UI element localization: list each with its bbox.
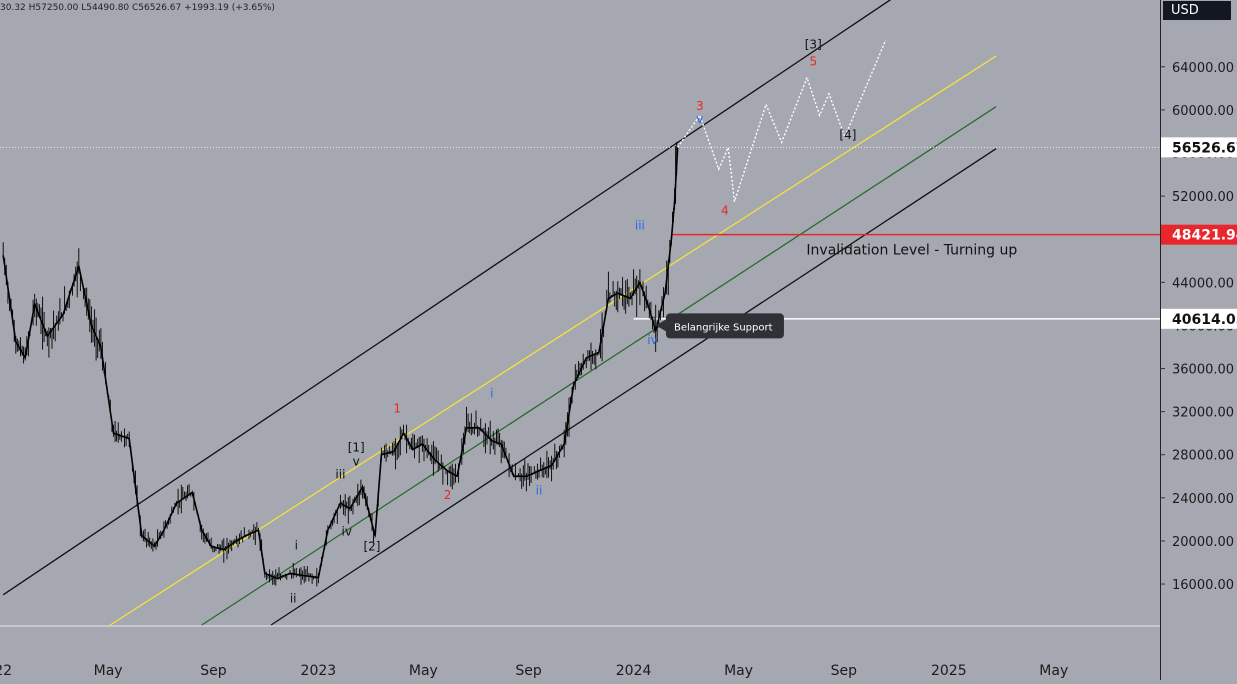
- y-tick-label-2: 24000.00: [1172, 492, 1234, 507]
- x-tick-label-4: May: [409, 663, 438, 679]
- callout-pointer: [655, 319, 666, 332]
- wave-label-7: 1: [393, 402, 401, 416]
- y-tick-label-5: 36000.00: [1172, 363, 1234, 378]
- wave-label-1: ii: [290, 591, 297, 605]
- y-tick-label-3: 28000.00: [1172, 449, 1234, 464]
- x-tick-label-9: 2025: [931, 663, 967, 679]
- x-tick-label-5: Sep: [515, 663, 542, 679]
- y-tick-label-1: 20000.00: [1172, 535, 1234, 550]
- wave-label-16: [3]: [805, 37, 822, 51]
- wave-label-8: 2: [444, 488, 452, 502]
- x-tick-label-6: 2024: [616, 663, 652, 679]
- wave-label-0: i: [295, 539, 298, 553]
- wave-label-15: 4: [721, 203, 729, 217]
- wave-label-18: [4]: [839, 128, 856, 142]
- y-tick-label-0: 16000.00: [1172, 578, 1234, 593]
- wave-label-5: [1]: [348, 441, 365, 455]
- ohlc-header: 30.32 H57250.00 L54490.80 C56526.67 +199…: [0, 3, 275, 13]
- x-tick-label-8: Sep: [831, 663, 858, 679]
- y-tick-label-11: 60000.00: [1172, 104, 1234, 119]
- wave-label-4: v: [353, 455, 360, 469]
- x-tick-label-10: May: [1039, 663, 1068, 679]
- price-tag-current-price: 56526.67: [1172, 140, 1237, 156]
- callout-text: Belangrijke Support: [674, 322, 773, 333]
- y-tick-label-4: 32000.00: [1172, 406, 1234, 421]
- wave-label-11: iii: [635, 219, 645, 233]
- channel-line-green[interactable]: [201, 106, 997, 626]
- channel-line-upper-black[interactable]: [2, 0, 996, 596]
- currency-button[interactable]: USD: [1163, 1, 1231, 20]
- price-wicks: [2, 141, 678, 587]
- x-tick-label-2: Sep: [200, 663, 227, 679]
- wave-label-12: iv: [647, 333, 657, 347]
- channel-line-yellow[interactable]: [109, 55, 997, 626]
- channel-line-lower-black[interactable]: [270, 148, 997, 626]
- y-tick-label-12: 64000.00: [1172, 61, 1234, 76]
- wave-label-13: 3: [696, 99, 704, 113]
- wave-label-6: [2]: [363, 540, 380, 554]
- price-tag-bg-support: [1161, 308, 1237, 329]
- price-tag-bg-current-price: [1161, 137, 1237, 158]
- y-tick-label-9: 52000.00: [1172, 190, 1234, 205]
- wave-label-9: i: [490, 387, 493, 401]
- wave-label-2: iii: [335, 467, 345, 481]
- wave-label-10: ii: [536, 484, 543, 498]
- price-tag-invalidation: 48421.94: [1172, 228, 1237, 244]
- callout-box[interactable]: [665, 313, 784, 339]
- price-series-line[interactable]: [2, 147, 679, 580]
- y-axis-panel[interactable]: [1160, 0, 1237, 680]
- x-tick-label-3: 2023: [301, 663, 337, 679]
- price-tag-bg-invalidation: [1161, 224, 1237, 245]
- x-tick-label-1: May: [94, 663, 123, 679]
- wave-label-14: v: [696, 112, 703, 126]
- y-tick-label-7: 44000.00: [1172, 276, 1234, 291]
- invalidation-level-text: Invalidation Level - Turning up: [806, 243, 1017, 259]
- x-tick-label-7: May: [724, 663, 753, 679]
- projection-path[interactable]: [677, 39, 887, 202]
- wave-label-3: iv: [342, 525, 352, 539]
- wave-label-17: 5: [809, 55, 817, 69]
- price-tag-support: 40614.05: [1172, 312, 1237, 328]
- x-tick-label-0: 22: [0, 663, 12, 679]
